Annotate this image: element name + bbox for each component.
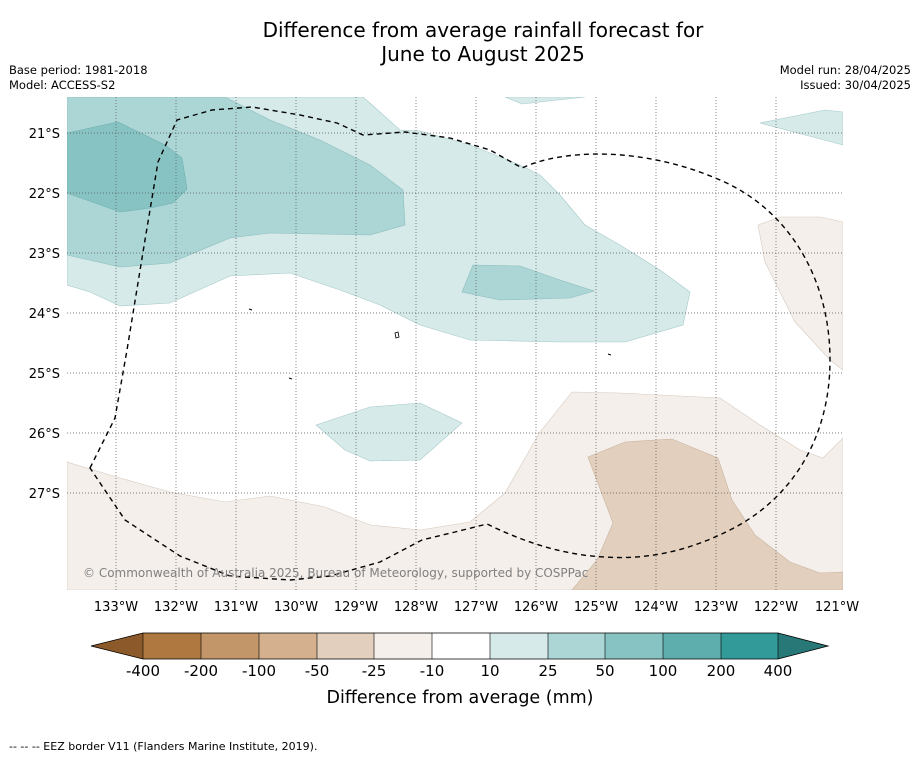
colorbar-dividers xyxy=(142,633,779,659)
model-run: Model run: 28/04/2025 xyxy=(779,63,911,77)
contour-pos25-central xyxy=(461,264,596,301)
colorbar-swatch xyxy=(201,633,259,659)
title-line-2: June to August 2025 xyxy=(381,42,585,66)
eez-footnote: -- -- -- EEZ border V11 (Flanders Marine… xyxy=(9,740,318,753)
contour-neg25-south xyxy=(571,438,843,590)
lon-label: 126°W xyxy=(514,600,558,615)
metadata-left: Base period: 1981-2018 Model: ACCESS-S2 xyxy=(9,63,148,93)
colorbar-swatch xyxy=(143,633,201,659)
lon-label: 132°W xyxy=(154,600,198,615)
lat-label: 25°S xyxy=(29,367,60,382)
lat-label: 23°S xyxy=(29,247,60,262)
colorbar-tick-label: -200 xyxy=(184,662,218,680)
lat-label: 26°S xyxy=(29,427,60,442)
longitude-labels: 133°W 132°W 131°W 130°W 129°W 128°W 127°… xyxy=(94,600,859,615)
colorbar-swatch xyxy=(721,633,778,659)
colorbar-tick-label: -10 xyxy=(420,662,445,680)
colorbar-swatch xyxy=(317,633,374,659)
lon-label: 124°W xyxy=(634,600,678,615)
colorbar-swatch xyxy=(432,633,490,659)
contour-speck-3 xyxy=(288,377,293,380)
contour-pos50-northwest xyxy=(67,121,188,213)
colorbar-tick-label: 10 xyxy=(480,662,499,680)
lon-label: 123°W xyxy=(694,600,738,615)
colorbar-tick-label: 200 xyxy=(707,662,736,680)
eez-border xyxy=(89,106,831,581)
lon-label: 125°W xyxy=(574,600,618,615)
colorbar-title: Difference from average (mm) xyxy=(326,688,593,708)
contour-speck-1 xyxy=(248,308,253,311)
lon-label: 127°W xyxy=(454,600,498,615)
colorbar-tick-label: 400 xyxy=(764,662,793,680)
map-area: © Commonwealth of Australia 2025, Bureau… xyxy=(67,97,843,590)
map-title: Difference from average rainfall forecas… xyxy=(0,18,919,66)
lat-label: 24°S xyxy=(29,307,60,322)
colorbar-swatch xyxy=(605,633,663,659)
contour-pos10-northeast xyxy=(759,109,843,146)
contour-pos10-top xyxy=(504,97,586,105)
colorbar-tick-label: -50 xyxy=(305,662,330,680)
colorbar-over-arrow xyxy=(778,633,828,659)
metadata-right: Model run: 28/04/2025 Issued: 30/04/2025 xyxy=(780,63,911,93)
colorbar-tick-label: 25 xyxy=(538,662,557,680)
colorbar-tick-label: -400 xyxy=(126,662,160,680)
colorbar: -400 -200 -100 -50 -25 -10 10 25 50 100 … xyxy=(90,632,830,708)
contour-pos10-south xyxy=(315,402,463,462)
lon-label: 121°W xyxy=(815,600,859,615)
base-period: Base period: 1981-2018 xyxy=(9,63,148,77)
colorbar-swatch xyxy=(490,633,548,659)
lat-label: 21°S xyxy=(29,127,60,142)
issued-date: Issued: 30/04/2025 xyxy=(800,78,911,92)
lon-label: 128°W xyxy=(394,600,438,615)
lon-label: 122°W xyxy=(754,600,798,615)
contour-speck-2 xyxy=(394,331,400,339)
lat-label: 27°S xyxy=(29,487,60,502)
lat-label: 22°S xyxy=(29,187,60,202)
colorbar-tick-label: 50 xyxy=(595,662,614,680)
colorbar-ticks: -400 -200 -100 -50 -25 -10 10 25 50 100 … xyxy=(126,662,792,680)
gridlines xyxy=(67,97,843,590)
lon-label: 133°W xyxy=(94,600,138,615)
model-name: Model: ACCESS-S2 xyxy=(9,78,116,92)
colorbar-swatch xyxy=(663,633,721,659)
colorbar-swatch xyxy=(548,633,605,659)
colorbar-tick-label: -25 xyxy=(362,662,387,680)
lon-label: 129°W xyxy=(334,600,378,615)
contour-neg10-east xyxy=(757,216,843,371)
colorbar-swatch xyxy=(374,633,432,659)
colorbar-swatch xyxy=(259,633,317,659)
lon-label: 130°W xyxy=(274,600,318,615)
contour-speck-4 xyxy=(607,353,612,356)
title-line-1: Difference from average rainfall forecas… xyxy=(262,18,704,42)
colorbar-tick-label: 100 xyxy=(649,662,678,680)
lon-label: 131°W xyxy=(214,600,258,615)
colorbar-tick-label: -100 xyxy=(242,662,276,680)
copyright-notice: © Commonwealth of Australia 2025, Bureau… xyxy=(83,566,588,580)
colorbar-under-arrow xyxy=(91,633,143,659)
latitude-labels: 21°S 22°S 23°S 24°S 25°S 26°S 27°S xyxy=(29,127,60,502)
